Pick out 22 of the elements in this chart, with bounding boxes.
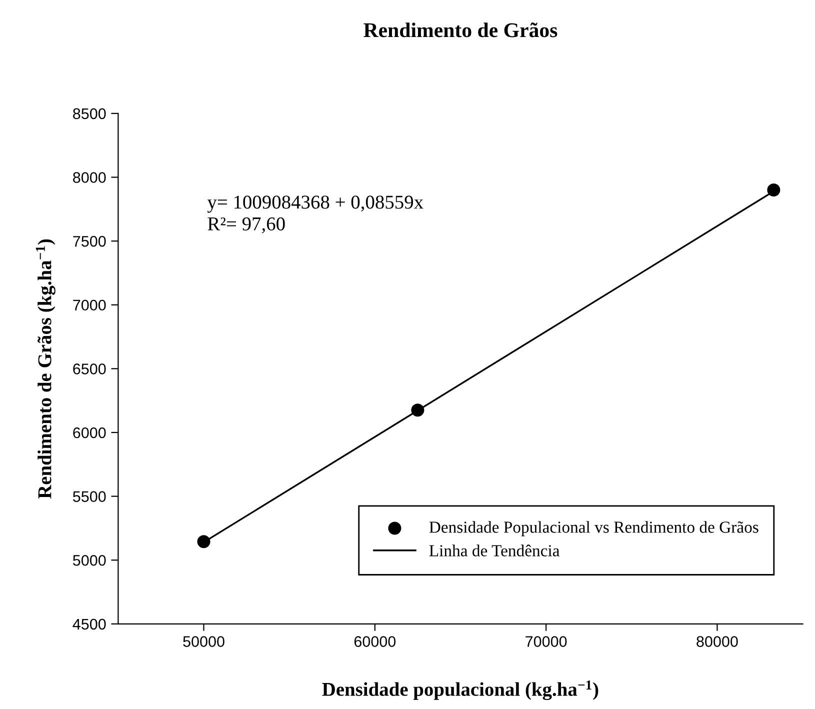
y-tick-label: 4500 bbox=[72, 618, 106, 630]
legend-label: Linha de Tendência bbox=[429, 544, 560, 556]
x-tick-label: 50000 bbox=[183, 636, 224, 647]
x-axis-title: Densidade populacional (kg.ha$^{−1}$) bbox=[322, 680, 598, 700]
y-tick-label: 7500 bbox=[73, 236, 106, 247]
y-tick-label: 6500 bbox=[73, 364, 106, 374]
chart-title: Rendimento de Grãos bbox=[364, 22, 558, 38]
point bbox=[411, 404, 424, 417]
y-tick-label: 8500 bbox=[73, 108, 106, 120]
x-tick-label: 80000 bbox=[696, 636, 738, 647]
y-tick-label: 5500 bbox=[72, 491, 106, 502]
y-axis-title: Rendimento de Grãos (kg.ha$^{−1}$) bbox=[36, 239, 56, 499]
x-tick-label: 60000 bbox=[354, 636, 396, 647]
y-tick-label: 7000 bbox=[73, 300, 106, 311]
y-tick-label: 8000 bbox=[73, 172, 106, 183]
point bbox=[767, 184, 780, 197]
y-tick-label: 6000 bbox=[73, 427, 106, 438]
x-tick-label: 70000 bbox=[526, 636, 567, 647]
legend-label: Densidade Populacional vs Rendimento de Grãos bbox=[429, 521, 758, 536]
point bbox=[197, 535, 210, 548]
annotation: y= 1009084368 + 0,08559x R²= 97,60 bbox=[207, 196, 424, 234]
y-tick-label: 5000 bbox=[72, 554, 106, 566]
